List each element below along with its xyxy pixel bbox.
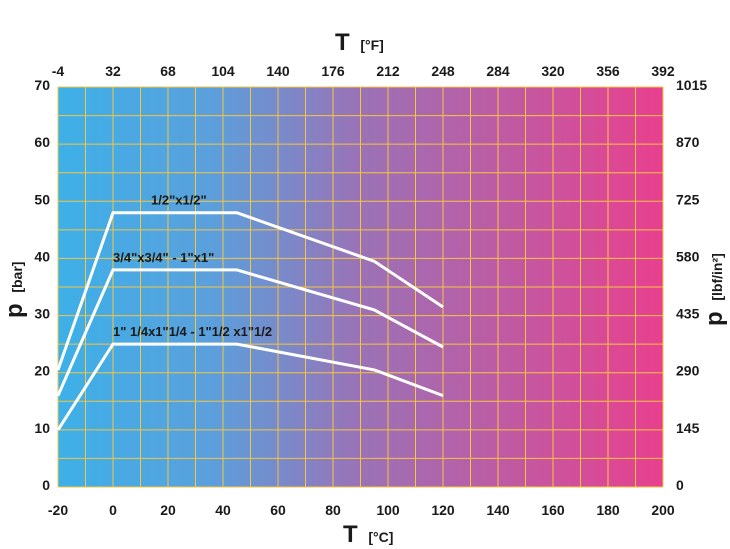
y-right-tick-label: 870 (676, 134, 700, 150)
x-top-tick-label: 212 (376, 63, 400, 79)
y-left-tick-label: 70 (34, 77, 50, 93)
x-axis-top-title: T [°F] (335, 29, 384, 56)
series-labels: 1/2"x1/2" 3/4"x3/4" - 1"x1" 1" 1/4x1"1/4 -… (113, 193, 272, 339)
x-axis-bottom-title: T [°C] (343, 521, 393, 548)
x-top-tick-label: 140 (266, 63, 290, 79)
x-axis-top-symbol: T (335, 29, 350, 56)
y-axis-left-title: p [bar] (1, 262, 28, 318)
x-top-tick-label: 104 (211, 63, 235, 79)
y-axis-right-title: p [lbf/in²] (701, 253, 728, 326)
x-bottom-tick-label: 200 (651, 502, 675, 518)
y-left-tick-label: 30 (34, 306, 50, 322)
y-left-tick-label: 60 (34, 134, 50, 150)
y-left-tick-label: 10 (34, 420, 50, 436)
y-right-tick-label: 435 (676, 306, 700, 322)
x-axis-top-unit: [°F] (360, 37, 383, 53)
x-bottom-tick-label: -20 (48, 502, 68, 518)
y-axis-right-symbol: p (701, 311, 728, 326)
x-bottom-tick-label: 80 (325, 502, 341, 518)
x-top-tick-label: 32 (105, 63, 121, 79)
x-bottom-tick-label: 60 (270, 502, 286, 518)
y-left-tick-label: 50 (34, 191, 50, 207)
x-bottom-tick-label: 180 (596, 502, 620, 518)
y-left-tick-label: 0 (42, 477, 50, 493)
x-bottom-tick-label: 120 (431, 502, 455, 518)
x-bottom-tick-label: 20 (160, 502, 176, 518)
x-top-tick-label: 356 (596, 63, 620, 79)
x-bottom-tick-label: 160 (541, 502, 565, 518)
x-bottom-tick-label: 100 (376, 502, 400, 518)
series-lines (56, 211, 444, 431)
series-line-1 (56, 211, 444, 371)
y-right-tick-label: 1015 (676, 77, 707, 93)
y-left-tick-label: 40 (34, 248, 50, 264)
y-right-tick-label: 725 (676, 191, 700, 207)
grid (57, 86, 664, 488)
x-axis-bottom-symbol: T (343, 521, 358, 548)
y-right-tick-label: 290 (676, 363, 700, 379)
y-axis-left-unit: [bar] (9, 262, 25, 293)
x-bottom-tick-label: 0 (109, 502, 117, 518)
y-right-tick-label: 580 (676, 248, 700, 264)
x-top-tick-label: 284 (486, 63, 510, 79)
y-left-tick-label: 20 (34, 363, 50, 379)
y-right-tick-label: 145 (676, 420, 700, 436)
x-top-tick-label: 68 (160, 63, 176, 79)
series-label-1: 1/2"x1/2" (151, 193, 207, 208)
x-axis-bottom-unit: [°C] (368, 529, 393, 545)
x-bottom-tick-label: 40 (215, 502, 231, 518)
x-top-tick-label: 248 (431, 63, 455, 79)
x-top-tick-label: 392 (651, 63, 675, 79)
y-right-tick-label: 0 (676, 477, 684, 493)
x-top-tick-label: 176 (321, 63, 345, 79)
y-axis-left-symbol: p (1, 303, 28, 318)
x-bottom-tick-label: 140 (486, 502, 510, 518)
tick-labels: -20 0 20 40 60 80 100 120 140 160 180 200-4 32 68 104 1… (34, 63, 707, 518)
x-top-tick-label: -4 (52, 63, 65, 79)
series-label-2: 3/4"x3/4" - 1"x1" (113, 250, 214, 265)
x-top-tick-label: 320 (541, 63, 565, 79)
series-label-3: 1" 1/4x1"1/4 - 1"1/2 x1"1/2 (113, 324, 272, 339)
y-axis-right-unit: [lbf/in²] (709, 253, 725, 300)
series-line-2 (56, 268, 444, 397)
series-line-3 (56, 342, 444, 431)
